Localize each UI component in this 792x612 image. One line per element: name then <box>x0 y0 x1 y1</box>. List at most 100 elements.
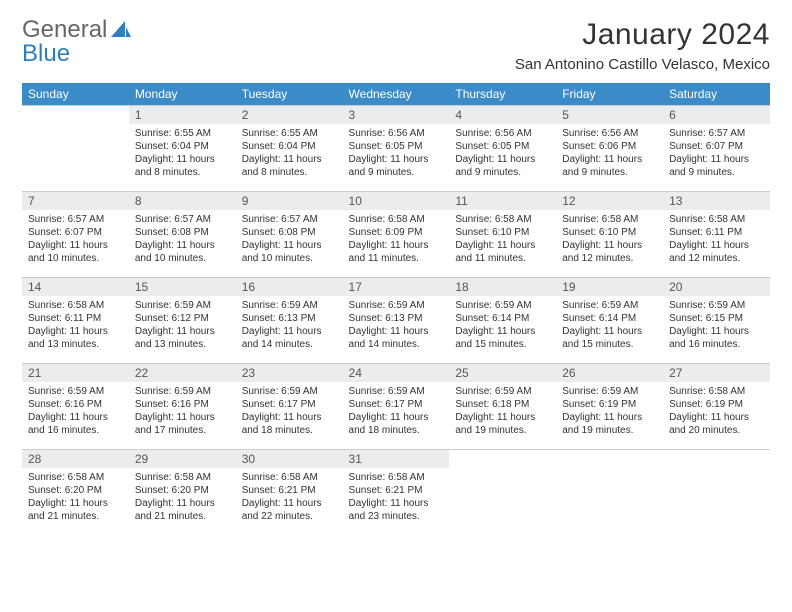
weekday-header: Saturday <box>663 83 770 106</box>
daylight-line: Daylight: 11 hours and 10 minutes. <box>135 239 230 265</box>
calendar-cell: 24Sunrise: 6:59 AMSunset: 6:17 PMDayligh… <box>343 364 450 450</box>
daylight-line: Daylight: 11 hours and 10 minutes. <box>242 239 337 265</box>
sunset-line: Sunset: 6:07 PM <box>669 140 764 153</box>
sunrise-line: Sunrise: 6:56 AM <box>455 127 550 140</box>
sunset-line: Sunset: 6:19 PM <box>669 398 764 411</box>
calendar-cell: 17Sunrise: 6:59 AMSunset: 6:13 PMDayligh… <box>343 278 450 364</box>
sunset-line: Sunset: 6:20 PM <box>28 484 123 497</box>
day-details: Sunrise: 6:59 AMSunset: 6:13 PMDaylight:… <box>343 296 450 355</box>
sunrise-line: Sunrise: 6:58 AM <box>562 213 657 226</box>
calendar-cell: 15Sunrise: 6:59 AMSunset: 6:12 PMDayligh… <box>129 278 236 364</box>
day-details: Sunrise: 6:58 AMSunset: 6:09 PMDaylight:… <box>343 210 450 269</box>
calendar-body: 1Sunrise: 6:55 AMSunset: 6:04 PMDaylight… <box>22 106 770 536</box>
sunset-line: Sunset: 6:17 PM <box>349 398 444 411</box>
sunset-line: Sunset: 6:21 PM <box>242 484 337 497</box>
day-number: 25 <box>449 364 556 382</box>
daylight-line: Daylight: 11 hours and 23 minutes. <box>349 497 444 523</box>
header: General Blue January 2024 San Antonino C… <box>22 18 770 73</box>
sunset-line: Sunset: 6:13 PM <box>242 312 337 325</box>
sunrise-line: Sunrise: 6:59 AM <box>135 299 230 312</box>
daylight-line: Daylight: 11 hours and 22 minutes. <box>242 497 337 523</box>
sunrise-line: Sunrise: 6:58 AM <box>28 299 123 312</box>
calendar-cell: 11Sunrise: 6:58 AMSunset: 6:10 PMDayligh… <box>449 192 556 278</box>
day-details: Sunrise: 6:57 AMSunset: 6:07 PMDaylight:… <box>663 124 770 183</box>
day-number: 29 <box>129 450 236 468</box>
sunrise-line: Sunrise: 6:55 AM <box>135 127 230 140</box>
daylight-line: Daylight: 11 hours and 16 minutes. <box>28 411 123 437</box>
day-details: Sunrise: 6:58 AMSunset: 6:20 PMDaylight:… <box>22 468 129 527</box>
day-number: 4 <box>449 106 556 124</box>
day-details: Sunrise: 6:58 AMSunset: 6:21 PMDaylight:… <box>343 468 450 527</box>
day-details: Sunrise: 6:59 AMSunset: 6:15 PMDaylight:… <box>663 296 770 355</box>
sunset-line: Sunset: 6:05 PM <box>455 140 550 153</box>
day-number: 31 <box>343 450 450 468</box>
calendar-table: Sunday Monday Tuesday Wednesday Thursday… <box>22 83 770 536</box>
sunrise-line: Sunrise: 6:59 AM <box>349 385 444 398</box>
sunrise-line: Sunrise: 6:56 AM <box>562 127 657 140</box>
calendar-cell: 30Sunrise: 6:58 AMSunset: 6:21 PMDayligh… <box>236 450 343 536</box>
calendar-cell: 12Sunrise: 6:58 AMSunset: 6:10 PMDayligh… <box>556 192 663 278</box>
sunrise-line: Sunrise: 6:59 AM <box>28 385 123 398</box>
calendar-row: 28Sunrise: 6:58 AMSunset: 6:20 PMDayligh… <box>22 450 770 536</box>
day-details: Sunrise: 6:59 AMSunset: 6:12 PMDaylight:… <box>129 296 236 355</box>
day-number: 15 <box>129 278 236 296</box>
daylight-line: Daylight: 11 hours and 8 minutes. <box>242 153 337 179</box>
day-number: 16 <box>236 278 343 296</box>
day-number: 7 <box>22 192 129 210</box>
day-number: 5 <box>556 106 663 124</box>
daylight-line: Daylight: 11 hours and 18 minutes. <box>242 411 337 437</box>
logo-text-blue: Blue <box>22 40 70 67</box>
day-number: 27 <box>663 364 770 382</box>
sunrise-line: Sunrise: 6:56 AM <box>349 127 444 140</box>
day-number: 2 <box>236 106 343 124</box>
day-number: 8 <box>129 192 236 210</box>
calendar-cell: 5Sunrise: 6:56 AMSunset: 6:06 PMDaylight… <box>556 106 663 192</box>
day-details: Sunrise: 6:59 AMSunset: 6:14 PMDaylight:… <box>556 296 663 355</box>
calendar-row: 21Sunrise: 6:59 AMSunset: 6:16 PMDayligh… <box>22 364 770 450</box>
sunrise-line: Sunrise: 6:58 AM <box>669 385 764 398</box>
daylight-line: Daylight: 11 hours and 11 minutes. <box>455 239 550 265</box>
day-details: Sunrise: 6:59 AMSunset: 6:18 PMDaylight:… <box>449 382 556 441</box>
day-details: Sunrise: 6:59 AMSunset: 6:13 PMDaylight:… <box>236 296 343 355</box>
daylight-line: Daylight: 11 hours and 13 minutes. <box>135 325 230 351</box>
weekday-header: Friday <box>556 83 663 106</box>
sunrise-line: Sunrise: 6:59 AM <box>669 299 764 312</box>
logo: General Blue <box>22 18 131 66</box>
daylight-line: Daylight: 11 hours and 9 minutes. <box>349 153 444 179</box>
weekday-header: Tuesday <box>236 83 343 106</box>
day-details: Sunrise: 6:58 AMSunset: 6:10 PMDaylight:… <box>556 210 663 269</box>
sunrise-line: Sunrise: 6:58 AM <box>349 213 444 226</box>
daylight-line: Daylight: 11 hours and 21 minutes. <box>135 497 230 523</box>
sunset-line: Sunset: 6:19 PM <box>562 398 657 411</box>
sunrise-line: Sunrise: 6:57 AM <box>242 213 337 226</box>
calendar-cell: 19Sunrise: 6:59 AMSunset: 6:14 PMDayligh… <box>556 278 663 364</box>
daylight-line: Daylight: 11 hours and 9 minutes. <box>562 153 657 179</box>
calendar-cell-empty <box>22 106 129 192</box>
day-number: 13 <box>663 192 770 210</box>
day-number: 6 <box>663 106 770 124</box>
calendar-head: Sunday Monday Tuesday Wednesday Thursday… <box>22 83 770 106</box>
calendar-cell: 20Sunrise: 6:59 AMSunset: 6:15 PMDayligh… <box>663 278 770 364</box>
sunrise-line: Sunrise: 6:59 AM <box>135 385 230 398</box>
sunset-line: Sunset: 6:04 PM <box>135 140 230 153</box>
sunset-line: Sunset: 6:07 PM <box>28 226 123 239</box>
day-details: Sunrise: 6:59 AMSunset: 6:16 PMDaylight:… <box>22 382 129 441</box>
day-details: Sunrise: 6:58 AMSunset: 6:11 PMDaylight:… <box>22 296 129 355</box>
sunset-line: Sunset: 6:12 PM <box>135 312 230 325</box>
title-block: January 2024 San Antonino Castillo Velas… <box>515 18 770 73</box>
day-details: Sunrise: 6:56 AMSunset: 6:06 PMDaylight:… <box>556 124 663 183</box>
sunset-line: Sunset: 6:09 PM <box>349 226 444 239</box>
day-details: Sunrise: 6:58 AMSunset: 6:20 PMDaylight:… <box>129 468 236 527</box>
calendar-cell: 2Sunrise: 6:55 AMSunset: 6:04 PMDaylight… <box>236 106 343 192</box>
daylight-line: Daylight: 11 hours and 8 minutes. <box>135 153 230 179</box>
weekday-header: Wednesday <box>343 83 450 106</box>
daylight-line: Daylight: 11 hours and 13 minutes. <box>28 325 123 351</box>
sunrise-line: Sunrise: 6:59 AM <box>349 299 444 312</box>
daylight-line: Daylight: 11 hours and 17 minutes. <box>135 411 230 437</box>
sunrise-line: Sunrise: 6:59 AM <box>562 385 657 398</box>
sunrise-line: Sunrise: 6:59 AM <box>455 299 550 312</box>
sunset-line: Sunset: 6:14 PM <box>455 312 550 325</box>
sunset-line: Sunset: 6:11 PM <box>28 312 123 325</box>
sunset-line: Sunset: 6:08 PM <box>242 226 337 239</box>
daylight-line: Daylight: 11 hours and 16 minutes. <box>669 325 764 351</box>
